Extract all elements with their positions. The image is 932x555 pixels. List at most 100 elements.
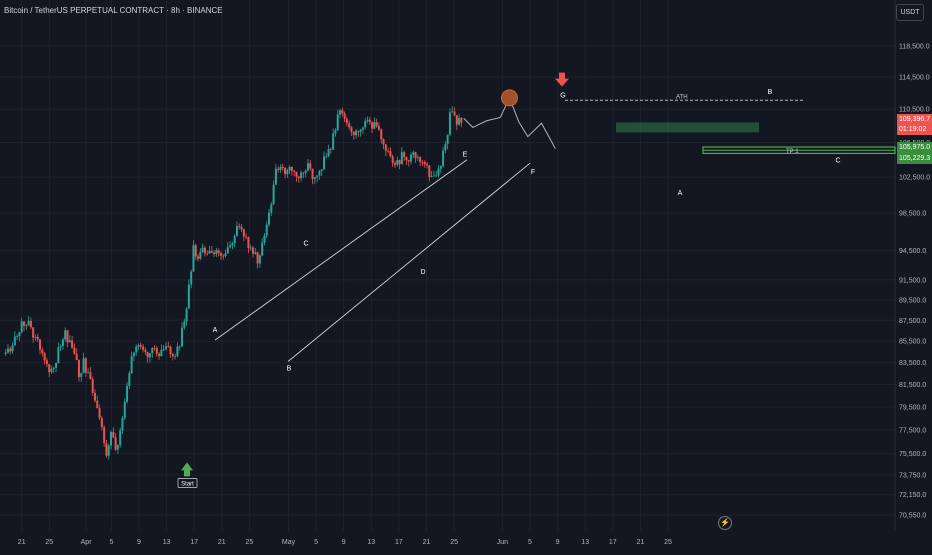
- candle-body: [410, 154, 413, 162]
- candle-body: [57, 347, 60, 363]
- wave-label: A: [213, 327, 218, 334]
- candle-body: [343, 113, 346, 119]
- candle-body: [240, 226, 243, 230]
- candle-body: [288, 166, 291, 171]
- candle-body: [277, 168, 280, 170]
- candle-body: [45, 360, 48, 365]
- candle-body: [281, 166, 284, 169]
- candle-body: [112, 431, 115, 438]
- candle-body: [121, 418, 124, 431]
- y-tick-label: 91,500.0: [899, 277, 926, 284]
- candle-body: [261, 242, 264, 256]
- candle-body: [361, 127, 364, 130]
- candle-body: [52, 367, 55, 369]
- candle-body: [169, 346, 172, 355]
- candle-body: [407, 160, 410, 162]
- x-tick-label: 13: [581, 539, 589, 546]
- x-tick-label: 25: [246, 539, 254, 546]
- candle-body: [245, 236, 248, 238]
- wave-label: A: [678, 190, 683, 197]
- y-tick-label: 83,500.0: [899, 360, 926, 367]
- candle-body: [249, 247, 252, 249]
- y-tick-label: 118,500.0: [899, 44, 930, 51]
- candle-body: [77, 360, 80, 377]
- candle-body: [357, 130, 360, 132]
- candle-body: [114, 437, 117, 450]
- currency-button[interactable]: USDT: [896, 4, 924, 21]
- candle-body: [203, 247, 206, 254]
- candle-body: [293, 170, 296, 172]
- candle-body: [446, 134, 449, 144]
- candle-body: [61, 339, 64, 347]
- candle-body: [405, 156, 408, 161]
- candle-body: [82, 358, 85, 374]
- candle-body: [309, 163, 312, 169]
- candle-body: [435, 175, 438, 177]
- candle-body: [403, 152, 406, 157]
- candle-body: [126, 385, 129, 402]
- candle-body: [91, 379, 94, 393]
- candle-body: [213, 252, 216, 255]
- candle-body: [426, 164, 429, 166]
- candle-body: [11, 345, 14, 352]
- candle-body: [135, 346, 138, 353]
- x-tick-label: 21: [637, 539, 645, 546]
- candle-body: [130, 356, 133, 374]
- candle-body: [306, 163, 309, 171]
- candle-body: [384, 144, 387, 151]
- candle-body: [75, 353, 78, 361]
- candle-body: [238, 226, 241, 227]
- candle-body: [181, 327, 184, 347]
- candle-body: [41, 349, 44, 354]
- candle-body: [366, 119, 369, 122]
- candle-body: [155, 348, 158, 354]
- candle-body: [279, 166, 282, 170]
- x-tick-label: 13: [163, 539, 171, 546]
- candle-body: [453, 111, 456, 116]
- candle-body: [4, 352, 7, 354]
- candle-body: [460, 118, 463, 123]
- candle-body: [9, 348, 12, 352]
- candle-body: [258, 255, 261, 264]
- candle-body: [231, 243, 234, 246]
- candle-body: [210, 251, 213, 253]
- candle-body: [442, 150, 445, 167]
- candle-body: [252, 247, 254, 254]
- x-tick-label: May: [282, 539, 296, 546]
- candle-body: [444, 143, 447, 151]
- x-axis: 21 25 Apr 5 9 13 17 21 25 May 5 9 13 17 21 25 Jun 5 9 13 17 2…: [18, 539, 672, 546]
- candle-body: [300, 172, 303, 179]
- candles: [4, 106, 463, 460]
- candle-body: [93, 392, 96, 401]
- x-tick-label: 21: [423, 539, 431, 546]
- candle-body: [400, 152, 403, 165]
- candle-body: [235, 226, 238, 236]
- candle-body: [355, 130, 358, 136]
- candle-body: [98, 408, 101, 419]
- candle-body: [167, 346, 170, 347]
- wave-label: G: [560, 92, 565, 99]
- candle-body: [371, 122, 374, 129]
- candle-body: [458, 118, 461, 125]
- x-tick-label: 9: [342, 539, 346, 546]
- candle-body: [233, 235, 236, 244]
- y-tick-label: 98,500.0: [899, 211, 926, 218]
- candle-body: [318, 171, 321, 176]
- candle-body: [322, 156, 325, 170]
- candle-body: [345, 118, 348, 124]
- candle-body: [377, 126, 380, 130]
- wave-label: C: [303, 241, 308, 248]
- candle-body: [153, 348, 156, 349]
- candle-body: [144, 349, 147, 352]
- y-tick-label: 110,500.0: [899, 107, 930, 114]
- x-tick-label: 25: [664, 539, 672, 546]
- candle-body: [73, 347, 76, 354]
- candle-body: [178, 346, 181, 348]
- lightning-icon[interactable]: ⚡: [718, 516, 732, 530]
- x-tick-label: 25: [45, 539, 53, 546]
- candle-body: [432, 175, 435, 177]
- candle-body: [206, 253, 209, 255]
- y-tick-label: 72,150.0: [899, 492, 926, 499]
